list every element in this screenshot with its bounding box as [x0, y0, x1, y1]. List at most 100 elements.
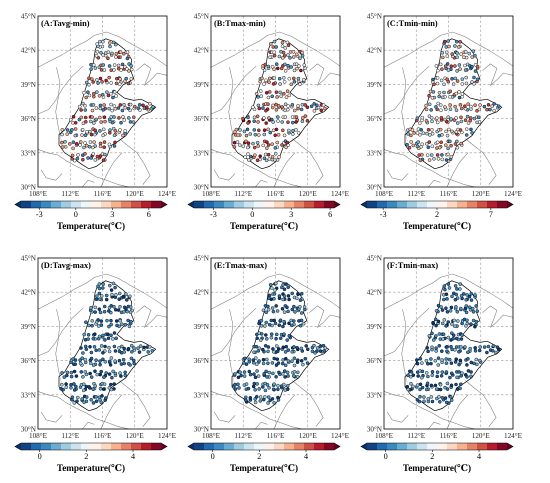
station-marker	[93, 310, 97, 314]
station-marker	[286, 285, 290, 289]
station-marker	[287, 93, 292, 98]
longitude-tick-label: 112°E	[61, 432, 79, 440]
station-marker	[453, 324, 457, 328]
station-marker	[453, 348, 457, 352]
station-marker	[98, 39, 102, 44]
station-marker	[433, 383, 438, 388]
station-marker	[96, 81, 100, 85]
station-marker	[86, 90, 90, 94]
colorbar-segment	[467, 443, 478, 450]
station-marker	[88, 361, 93, 366]
station-marker	[130, 350, 134, 354]
station-marker	[439, 305, 443, 309]
station-marker	[98, 76, 103, 81]
station-marker	[91, 401, 96, 405]
station-marker	[261, 143, 265, 148]
station-marker	[261, 357, 266, 362]
station-marker	[434, 323, 438, 328]
station-marker	[467, 51, 472, 56]
station-marker	[102, 115, 107, 119]
longitude-tick-label: 124°E	[331, 190, 350, 198]
station-marker	[271, 103, 275, 108]
station-marker	[448, 94, 452, 99]
station-marker	[78, 140, 83, 144]
station-marker	[91, 363, 96, 367]
map-frame	[37, 257, 168, 430]
station-marker	[449, 361, 454, 365]
station-marker	[98, 103, 103, 108]
station-marker	[94, 348, 98, 353]
station-marker	[78, 104, 82, 109]
colorbar-segment	[151, 443, 162, 450]
station-marker	[98, 362, 102, 367]
colorbar-segment	[244, 201, 255, 208]
station-marker	[246, 121, 250, 125]
colorbar-extend-low	[188, 443, 194, 450]
station-marker	[244, 387, 249, 391]
station-marker	[444, 361, 449, 365]
station-marker	[95, 50, 100, 54]
longitude-tick-label: 116°E	[440, 432, 458, 440]
station-marker	[429, 153, 434, 157]
station-marker	[106, 93, 111, 98]
province-boundary	[384, 307, 430, 357]
station-marker	[435, 81, 440, 86]
station-marker	[120, 108, 125, 113]
station-marker	[292, 370, 297, 374]
station-marker	[270, 94, 274, 99]
station-marker	[84, 320, 88, 324]
station-marker	[410, 128, 415, 132]
colorbar-segment	[457, 201, 468, 208]
colorbar-segment	[21, 443, 32, 450]
station-marker	[118, 77, 122, 81]
station-marker	[87, 82, 91, 87]
latitude-tick-label: 45°N	[367, 255, 383, 263]
station-marker	[269, 42, 273, 46]
station-marker	[459, 345, 463, 349]
station-marker	[297, 64, 301, 68]
station-marker	[242, 129, 247, 134]
station-marker	[430, 128, 434, 132]
colorbar-segment	[437, 443, 448, 450]
station-marker	[124, 76, 128, 81]
station-marker	[267, 76, 272, 81]
station-marker	[446, 39, 450, 43]
colorbar-segment	[51, 443, 62, 450]
station-marker	[485, 107, 489, 112]
station-marker	[294, 127, 298, 132]
colorbar-segment	[81, 201, 92, 208]
station-marker	[292, 374, 296, 378]
station-marker	[282, 91, 286, 96]
station-marker	[257, 359, 261, 363]
panel-title: (C:Tmin-min)	[387, 19, 438, 28]
station-marker	[69, 374, 74, 379]
station-marker	[459, 106, 464, 111]
station-marker	[97, 334, 102, 339]
station-marker	[84, 95, 88, 100]
station-marker	[460, 333, 464, 337]
colorbar-segment	[397, 443, 408, 450]
station-marker	[441, 332, 446, 337]
station-marker	[415, 383, 420, 387]
station-marker	[106, 56, 110, 61]
station-marker	[421, 131, 426, 135]
station-marker	[266, 307, 271, 312]
colorbar-segment	[141, 443, 152, 450]
station-marker	[464, 127, 469, 131]
station-marker	[456, 45, 461, 49]
station-marker	[275, 66, 280, 71]
colorbar-segment	[377, 201, 388, 208]
station-marker	[233, 382, 237, 387]
station-marker	[435, 370, 440, 374]
colorbar-segment	[294, 201, 305, 208]
colorbar-segment	[497, 443, 508, 450]
station-marker	[257, 128, 261, 133]
station-marker	[271, 128, 276, 133]
station-marker	[444, 370, 449, 374]
station-marker	[446, 152, 450, 157]
station-marker	[446, 115, 450, 119]
station-marker	[242, 370, 247, 374]
station-marker	[299, 292, 304, 296]
station-marker	[83, 133, 88, 138]
station-marker	[272, 292, 277, 296]
